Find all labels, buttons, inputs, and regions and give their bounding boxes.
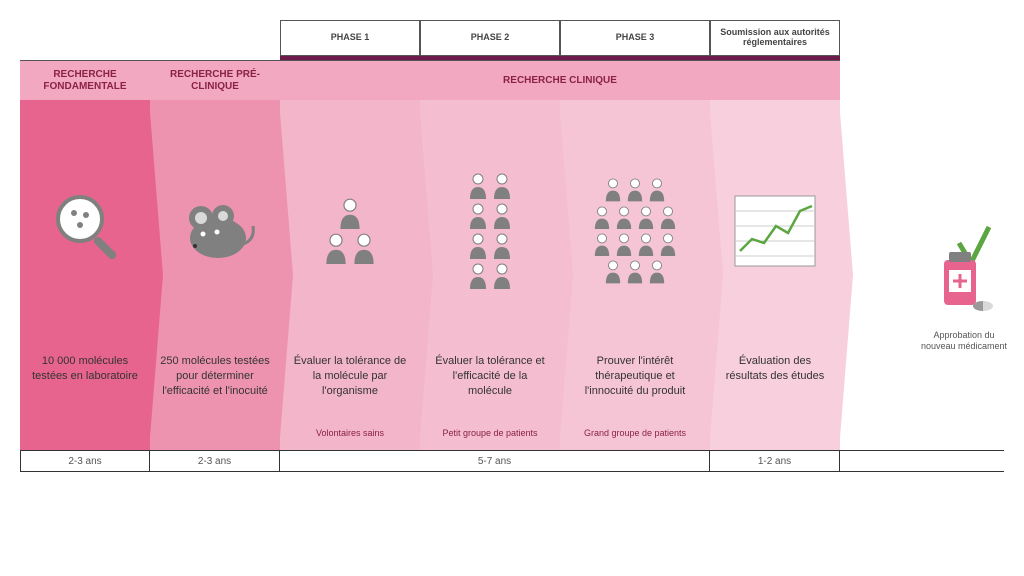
mouse-icon (156, 108, 274, 354)
people-phase2-icon (426, 108, 554, 354)
stage4-desc: Évaluer la tolérance et l'efficacité de … (426, 354, 554, 424)
phase-2-label: PHASE 2 (420, 20, 560, 56)
chart-icon (716, 108, 834, 354)
phase-labels-row: PHASE 1 PHASE 2 PHASE 3 Soumission aux a… (20, 20, 1004, 56)
people-phase3-icon (566, 108, 704, 354)
medicine-bottle-icon (929, 220, 999, 320)
stage-phase1: Évaluer la tolérance de la molécule par … (280, 100, 420, 450)
stage-fondamentale: 10 000 molécules testées en laboratoire (20, 100, 150, 450)
stage2-desc: 250 molécules testées pour déterminer l'… (156, 354, 274, 424)
header-clinique: RECHERCHE CLINIQUE (280, 60, 840, 100)
approval-label: Approbation du nouveau médicament (919, 330, 1009, 352)
duration-2: 2-3 ans (150, 451, 280, 471)
duration-row: 2-3 ans 2-3 ans 5-7 ans 1-2 ans (20, 450, 1004, 472)
submission-label: Soumission aux autorités réglementaires (710, 20, 840, 56)
stage3-sub: Volontaires sains (316, 428, 384, 442)
duration-3: 5-7 ans (280, 451, 710, 471)
stage4-sub: Petit groupe de patients (442, 428, 537, 442)
header-fondamentale: RECHERCHE FONDAMENTALE (20, 60, 150, 100)
stage-preclinique: 250 molécules testées pour déterminer l'… (150, 100, 280, 450)
people-phase1-icon (286, 108, 414, 354)
phase-3-label: PHASE 3 (560, 20, 710, 56)
stage-evaluation: Évaluation des résultats des études (710, 100, 840, 450)
stage3-desc: Évaluer la tolérance de la molécule par … (286, 354, 414, 424)
headers-row: RECHERCHE FONDAMENTALE RECHERCHE PRÉ-CLI… (20, 60, 1004, 100)
stages-row: 10 000 molécules testées en laboratoire … (20, 100, 1004, 450)
magnifier-icon (26, 108, 144, 354)
stage5-desc: Prouver l'intérêt thérapeutique et l'inn… (566, 354, 704, 424)
stage-phase2: Évaluer la tolérance et l'efficacité de … (420, 100, 560, 450)
stage-phase3: Prouver l'intérêt thérapeutique et l'inn… (560, 100, 710, 450)
duration-4: 1-2 ans (710, 451, 840, 471)
stage1-desc: 10 000 molécules testées en laboratoire (26, 354, 144, 424)
header-preclinique: RECHERCHE PRÉ-CLINIQUE (150, 60, 280, 100)
stage5-sub: Grand groupe de patients (584, 428, 686, 442)
approval-column: Approbation du nouveau médicament (919, 220, 1009, 352)
stage6-desc: Évaluation des résultats des études (716, 354, 834, 424)
duration-1: 2-3 ans (20, 451, 150, 471)
phase-1-label: PHASE 1 (280, 20, 420, 56)
